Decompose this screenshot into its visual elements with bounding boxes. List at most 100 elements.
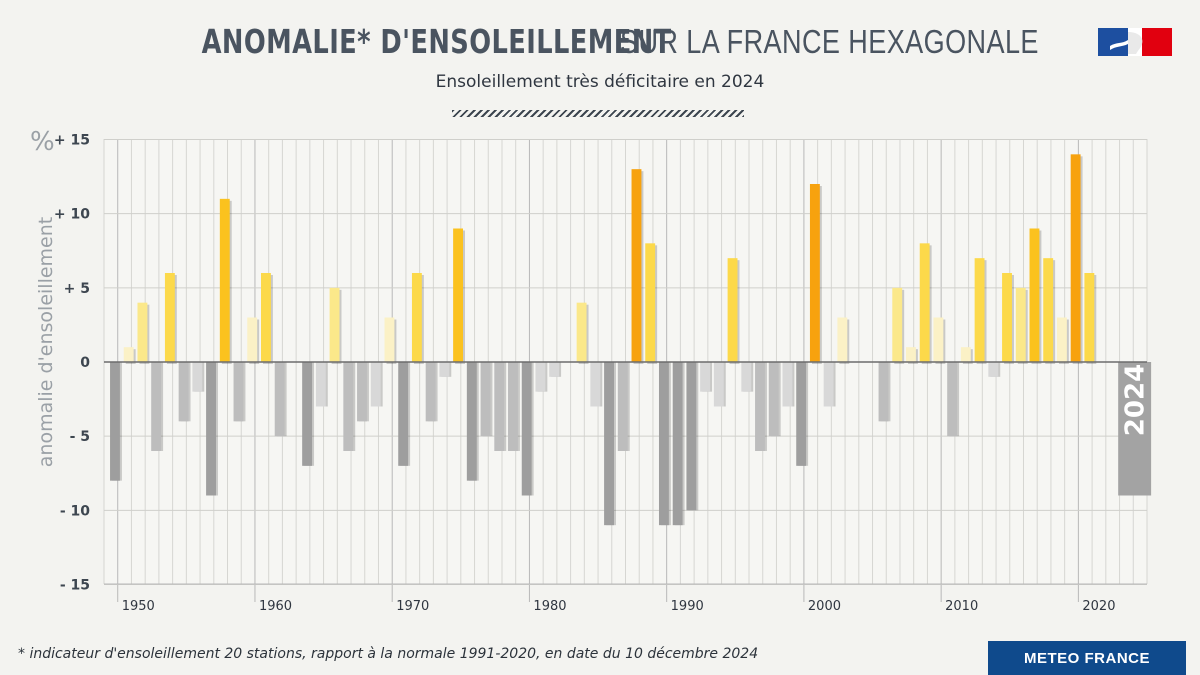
bar-1950 — [110, 362, 120, 481]
bar-1990 — [658, 362, 669, 526]
bar-1978 — [494, 362, 505, 451]
title-light: SUR LA FRANCE HEXAGONALE — [620, 23, 1040, 60]
bar-1970 — [384, 317, 395, 362]
bar-1989 — [645, 243, 656, 362]
bar-2021 — [1084, 273, 1095, 362]
highlight-year-label: 2024 — [1121, 364, 1151, 436]
bar-2016 — [1015, 287, 1026, 362]
bar-1999 — [782, 362, 793, 407]
bar-2006 — [878, 362, 889, 422]
marianne-wave-icon — [1110, 40, 1128, 50]
bar-1957 — [206, 362, 216, 496]
meteo-france-logo: METEO FRANCE — [988, 641, 1186, 675]
bar-2018 — [1043, 258, 1054, 362]
bar-1993 — [700, 362, 711, 392]
bar-1987 — [617, 362, 628, 451]
bar-1951 — [123, 347, 134, 362]
bar-1992 — [686, 362, 697, 511]
x-tick-label: 2010 — [945, 599, 978, 614]
bar-1965 — [315, 362, 326, 407]
bar-2019 — [1056, 317, 1067, 362]
footnote: * indicateur d'ensoleillement 20 station… — [18, 646, 759, 662]
x-tick-label: 1970 — [396, 599, 429, 614]
bar-2013 — [974, 258, 985, 362]
chart-subtitle: Ensoleillement très déficitaire en 2024 — [435, 72, 765, 92]
y-axis-title: anomalie d'ensoleillement — [35, 217, 57, 467]
x-tick-label: 1960 — [259, 599, 292, 614]
bar-1975 — [453, 228, 464, 362]
logo-blue-band — [1098, 28, 1128, 56]
bar-1994 — [713, 362, 724, 407]
hatch-divider — [452, 110, 744, 117]
bar-1971 — [398, 362, 409, 466]
bar-1986 — [604, 362, 614, 526]
bar-1996 — [741, 362, 752, 392]
bar-2011 — [947, 362, 958, 437]
x-tick-label: 2000 — [808, 599, 841, 614]
bar-2008 — [906, 347, 916, 362]
bar-1973 — [425, 362, 436, 422]
x-tick-label: 1980 — [533, 599, 566, 614]
x-tick-label: 2020 — [1082, 599, 1115, 614]
bar-1991 — [672, 362, 683, 526]
bar-1959 — [233, 362, 244, 422]
y-tick-label: + 10 — [54, 207, 90, 223]
chart-title: ANOMALIE* D'ENSOLEILLEMENT SUR LA FRANCE… — [0, 22, 1200, 61]
axes-group: + 15 + 10 + 5 0 - 5 - 10 - 15% anomalie d'ensol… — [30, 127, 1151, 614]
logo-red-band — [1142, 28, 1172, 56]
bar-1997 — [755, 362, 765, 451]
anomaly-bar-chart: + 15 + 10 + 5 0 - 5 - 10 - 15% anomalie d'ensol… — [30, 127, 1152, 614]
bar-1968 — [357, 362, 367, 422]
bar-2009 — [919, 243, 930, 362]
bar-1981 — [535, 362, 546, 392]
bar-2020 — [1070, 154, 1081, 362]
bars-group — [110, 154, 1152, 526]
y-tick-label: - 10 — [60, 503, 90, 519]
bar-1958 — [219, 198, 230, 362]
bar-1972 — [411, 273, 422, 362]
y-tick-label: - 5 — [70, 429, 90, 445]
republique-francaise-logo — [1098, 28, 1172, 56]
bar-1953 — [151, 362, 162, 451]
y-tick-label: + 15 — [54, 133, 90, 149]
bar-1962 — [274, 362, 285, 437]
bar-1984 — [576, 302, 587, 362]
bar-2003 — [837, 317, 848, 362]
bar-1980 — [521, 362, 532, 496]
bar-1979 — [508, 362, 518, 451]
y-tick-label: + 5 — [64, 281, 90, 297]
bar-1976 — [466, 362, 477, 481]
bar-1964 — [302, 362, 313, 466]
bar-2007 — [892, 287, 903, 362]
title-strong: ANOMALIE* D'ENSOLEILLEMENT — [201, 22, 672, 61]
bar-2017 — [1029, 228, 1040, 362]
y-tick-label: - 15 — [60, 578, 90, 594]
x-tick-label: 1950 — [122, 599, 155, 614]
x-tick-label: 1990 — [671, 599, 704, 614]
bar-2012 — [960, 347, 971, 362]
bar-1956 — [192, 362, 203, 392]
bar-1995 — [727, 258, 738, 362]
bar-1985 — [590, 362, 601, 407]
bar-1955 — [178, 362, 189, 422]
bar-2015 — [1002, 273, 1012, 362]
bar-2001 — [809, 184, 820, 362]
y-unit-label: % — [30, 127, 55, 157]
bar-1967 — [343, 362, 354, 451]
bar-1954 — [164, 273, 175, 362]
bar-1977 — [480, 362, 491, 437]
bar-2010 — [933, 317, 944, 362]
bar-1952 — [137, 302, 148, 362]
bar-1966 — [329, 287, 340, 362]
bar-2002 — [823, 362, 834, 407]
bar-1960 — [247, 317, 258, 362]
bar-1988 — [631, 169, 642, 362]
bar-1998 — [768, 362, 779, 437]
bar-2014 — [988, 362, 999, 377]
bar-2024 — [1118, 362, 1152, 496]
bar-1982 — [549, 362, 560, 377]
bar-1974 — [439, 362, 450, 377]
bar-1969 — [370, 362, 381, 407]
bar-2000 — [796, 362, 807, 466]
marianne-profile-icon — [1128, 32, 1143, 54]
